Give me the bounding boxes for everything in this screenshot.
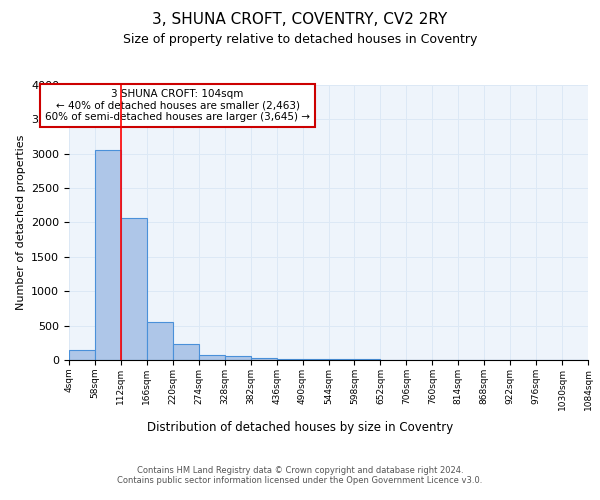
Bar: [251, 358, 277, 360]
Text: 3 SHUNA CROFT: 104sqm
← 40% of detached houses are smaller (2,463)
60% of semi-d: 3 SHUNA CROFT: 104sqm ← 40% of detached …: [45, 89, 310, 122]
Bar: [225, 356, 251, 360]
Bar: [147, 322, 173, 360]
Text: Contains HM Land Registry data © Crown copyright and database right 2024.
Contai: Contains HM Land Registry data © Crown c…: [118, 466, 482, 485]
Text: Distribution of detached houses by size in Coventry: Distribution of detached houses by size …: [147, 421, 453, 434]
Bar: [121, 218, 147, 360]
Text: 3, SHUNA CROFT, COVENTRY, CV2 2RY: 3, SHUNA CROFT, COVENTRY, CV2 2RY: [152, 12, 448, 28]
Bar: [199, 354, 224, 360]
Bar: [173, 344, 199, 360]
Bar: [69, 350, 95, 360]
Text: Size of property relative to detached houses in Coventry: Size of property relative to detached ho…: [123, 32, 477, 46]
Bar: [277, 358, 302, 360]
Y-axis label: Number of detached properties: Number of detached properties: [16, 135, 26, 310]
Bar: [302, 359, 329, 360]
Bar: [95, 150, 121, 360]
